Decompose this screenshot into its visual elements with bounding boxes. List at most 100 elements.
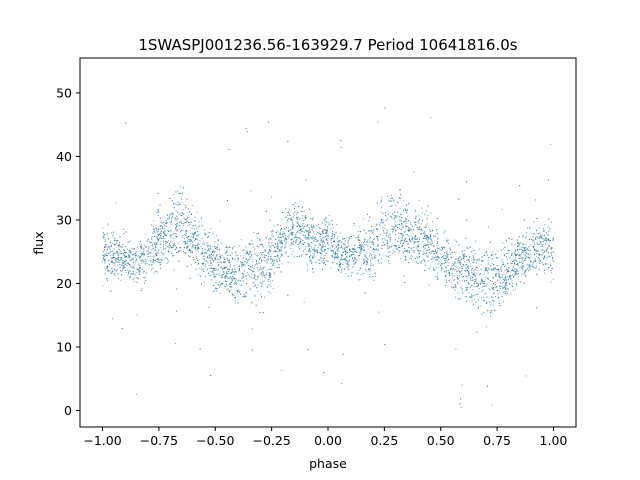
- data-point: [429, 229, 431, 231]
- data-point: [437, 272, 439, 274]
- data-point: [354, 251, 356, 253]
- data-point: [457, 262, 459, 264]
- data-point: [158, 228, 160, 230]
- data-point: [278, 236, 280, 238]
- data-point: [413, 251, 415, 253]
- data-point: [481, 278, 483, 280]
- data-point: [537, 233, 539, 235]
- data-point: [492, 253, 494, 255]
- data-point: [371, 257, 373, 259]
- data-point: [394, 239, 396, 241]
- data-point: [106, 280, 108, 282]
- data-point: [530, 261, 532, 263]
- data-point: [354, 259, 356, 261]
- data-point: [203, 242, 205, 244]
- data-point: [414, 210, 416, 212]
- data-point: [431, 240, 433, 242]
- data-point: [342, 238, 344, 240]
- data-point: [176, 229, 178, 231]
- data-point: [536, 307, 538, 309]
- data-point: [162, 227, 164, 229]
- data-point: [405, 210, 407, 212]
- data-point: [212, 274, 214, 276]
- data-point: [356, 251, 358, 253]
- data-point: [143, 251, 145, 253]
- data-point: [135, 260, 137, 262]
- data-point: [291, 234, 293, 236]
- data-point: [238, 289, 240, 291]
- data-point: [551, 247, 553, 249]
- data-point: [400, 193, 402, 195]
- data-point: [177, 242, 179, 244]
- data-point: [114, 264, 116, 266]
- data-point: [524, 237, 526, 239]
- data-point: [225, 274, 227, 276]
- data-point: [432, 250, 434, 252]
- data-point: [201, 262, 203, 264]
- data-point: [485, 267, 487, 269]
- data-point: [204, 232, 206, 234]
- data-point: [501, 209, 503, 211]
- data-point: [517, 263, 519, 265]
- data-point: [370, 264, 372, 266]
- data-point: [228, 259, 230, 261]
- data-point: [144, 244, 146, 246]
- data-point: [154, 259, 156, 261]
- data-point: [114, 272, 116, 274]
- data-point: [399, 246, 401, 248]
- data-point: [351, 251, 353, 253]
- data-point: [286, 239, 288, 241]
- data-point: [385, 235, 387, 237]
- data-point: [151, 235, 153, 237]
- data-point: [313, 247, 315, 249]
- data-point: [283, 240, 285, 242]
- data-point: [267, 257, 269, 259]
- data-point: [279, 247, 281, 249]
- data-point: [527, 257, 529, 259]
- data-point: [268, 284, 270, 286]
- data-point: [229, 264, 231, 266]
- data-point: [415, 217, 417, 219]
- data-point: [147, 250, 149, 252]
- data-point: [377, 260, 379, 262]
- data-point: [269, 250, 271, 252]
- data-point: [245, 295, 247, 297]
- data-point: [117, 258, 119, 260]
- data-point: [299, 230, 301, 232]
- data-point: [290, 218, 292, 220]
- data-point: [167, 260, 169, 262]
- data-point: [342, 258, 344, 260]
- data-point: [132, 278, 134, 280]
- data-point: [228, 289, 230, 291]
- data-point: [312, 236, 314, 238]
- data-point: [238, 291, 240, 293]
- data-point: [223, 273, 225, 275]
- data-point: [257, 291, 259, 293]
- data-point: [461, 289, 463, 291]
- data-point: [253, 267, 255, 269]
- data-point: [478, 258, 480, 260]
- data-point: [338, 245, 340, 247]
- data-point: [505, 275, 507, 277]
- data-point: [528, 254, 530, 256]
- data-point: [330, 238, 332, 240]
- data-point: [157, 241, 159, 243]
- data-point: [405, 237, 407, 239]
- data-point: [288, 230, 290, 232]
- data-point: [552, 239, 554, 241]
- data-point: [128, 270, 130, 272]
- data-point: [365, 263, 367, 265]
- data-point: [148, 264, 150, 266]
- data-point: [186, 265, 188, 267]
- data-point: [471, 299, 473, 301]
- data-point: [213, 276, 215, 278]
- data-point: [321, 246, 323, 248]
- data-point: [274, 250, 276, 252]
- data-point: [269, 281, 271, 283]
- data-point: [316, 231, 318, 233]
- data-point: [145, 250, 147, 252]
- data-point: [305, 218, 307, 220]
- data-point: [254, 264, 256, 266]
- data-point: [139, 257, 141, 259]
- data-point: [542, 252, 544, 254]
